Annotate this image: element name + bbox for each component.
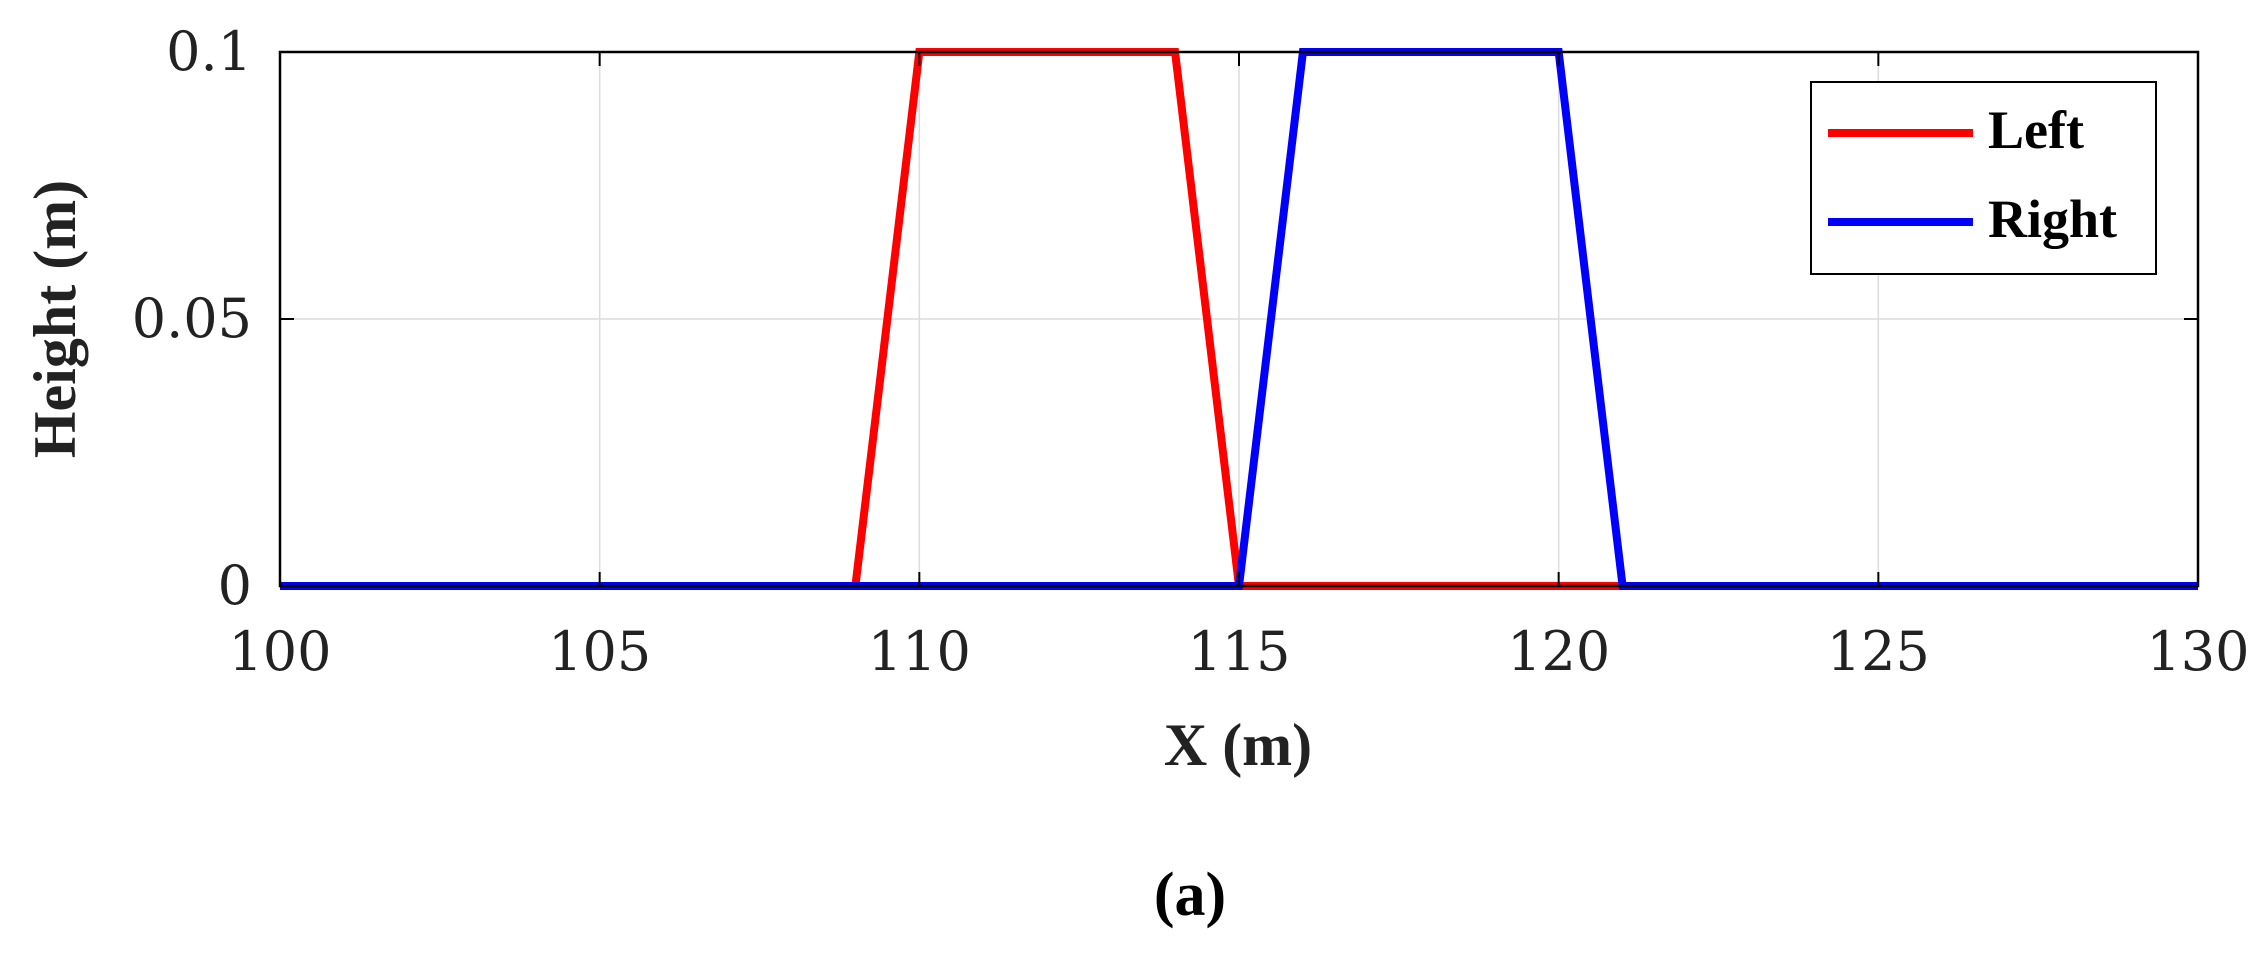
y-tick-label: 0 — [218, 554, 252, 617]
legend-label-left: Left — [1988, 100, 2084, 160]
x-tick-label: 130 — [2146, 620, 2249, 683]
x-tick-labels: 100 105 110 115 120 125 130 — [228, 620, 2249, 683]
x-tick-label: 105 — [548, 620, 651, 683]
x-tick-label: 100 — [228, 620, 331, 683]
y-tick-label: 0.1 — [166, 20, 252, 83]
y-axis-title: Height (m) — [22, 180, 88, 458]
grid — [280, 52, 2198, 586]
x-tick-label: 115 — [1187, 620, 1290, 683]
legend: Left Right — [1810, 81, 2157, 275]
x-axis-title: X (m) — [1164, 712, 1312, 778]
x-tick-label: 125 — [1827, 620, 1930, 683]
x-tick-label: 120 — [1507, 620, 1610, 683]
legend-box — [1810, 81, 2157, 275]
legend-label-right: Right — [1988, 189, 2117, 249]
y-tick-labels: 0 0.05 0.1 — [132, 20, 252, 617]
figure-caption: (a) — [1154, 861, 1226, 929]
y-tick-label: 0.05 — [132, 287, 252, 350]
axis-ticks — [279, 51, 2199, 587]
x-tick-label: 110 — [868, 620, 971, 683]
